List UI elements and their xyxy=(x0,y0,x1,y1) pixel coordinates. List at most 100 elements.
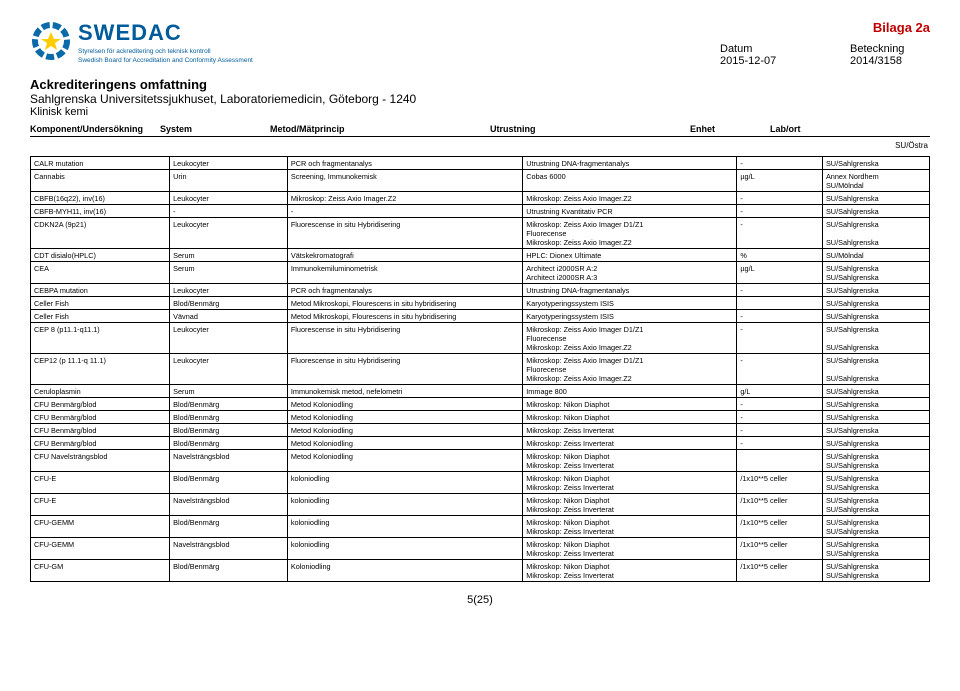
table-cell: SU/SahlgrenskaSU/Sahlgrenska xyxy=(822,560,929,582)
table-cell: Serum xyxy=(170,262,288,284)
table-cell: CEP12 (p 11.1-q 11.1) xyxy=(31,354,170,385)
table-cell: CBFB-MYH11, inv(16) xyxy=(31,205,170,218)
table-cell: Leukocyter xyxy=(170,354,288,385)
table-cell: - xyxy=(737,411,823,424)
beteckning-label: Beteckning xyxy=(850,43,930,55)
table-row: CDT disialo(HPLC)SerumVätskekromatografi… xyxy=(31,249,930,262)
table-cell: SU/SahlgrenskaSU/Sahlgrenska xyxy=(822,516,929,538)
table-cell: Leukocyter xyxy=(170,218,288,249)
table-cell: - xyxy=(737,398,823,411)
table-cell: SU/Sahlgrenska xyxy=(822,411,929,424)
table-cell: SU/Sahlgrenska xyxy=(822,424,929,437)
table-cell: CFU Navelsträngsblod xyxy=(31,450,170,472)
table-cell: - xyxy=(737,284,823,297)
table-cell: Blod/Benmärg xyxy=(170,398,288,411)
col-lab: Lab/ort xyxy=(770,124,870,134)
table-cell: HPLC: Dionex Ultimate xyxy=(523,249,737,262)
table-cell: Utrustning DNA-fragmentanalys xyxy=(523,157,737,170)
scope-title: Ackrediteringens omfattning xyxy=(30,77,930,92)
table-cell: CFU-GM xyxy=(31,560,170,582)
table-row: CFU Benmärg/blodBlod/BenmärgMetod Koloni… xyxy=(31,424,930,437)
col-sys: System xyxy=(160,124,270,134)
logo: SWEDAC Styrelsen för ackreditering och t… xyxy=(30,20,253,64)
table-cell: Cannabis xyxy=(31,170,170,192)
table-row: CEBPA mutationLeukocyterPCR och fragment… xyxy=(31,284,930,297)
table-row: CFU-GEMMBlod/BenmärgkoloniodlingMikrosko… xyxy=(31,516,930,538)
table-cell: Leukocyter xyxy=(170,284,288,297)
table-cell: CEP 8 (p11.1-q11.1) xyxy=(31,323,170,354)
table-cell: Fluorescense in situ Hybridisering xyxy=(287,323,522,354)
table-cell: Celler Fish xyxy=(31,310,170,323)
table-cell: Blod/Benmärg xyxy=(170,297,288,310)
table-cell: koloniodling xyxy=(287,472,522,494)
table-cell: Metod Koloniodling xyxy=(287,437,522,450)
table-cell: - xyxy=(737,310,823,323)
table-cell: Blod/Benmärg xyxy=(170,411,288,424)
table-row: CannabisUrinScreening, ImmunokemiskCobas… xyxy=(31,170,930,192)
table-cell: Immunokemisk metod, nefelometri xyxy=(287,385,522,398)
table-cell: Mikroskop: Zeiss Axio Imager D1/Z1Fluore… xyxy=(523,323,737,354)
table-cell: Immage 800 xyxy=(523,385,737,398)
table-cell: Metod Koloniodling xyxy=(287,411,522,424)
table-cell: - xyxy=(737,437,823,450)
table-cell: SU/Sahlgrenska xyxy=(822,310,929,323)
data-table: CALR mutationLeukocyterPCR och fragmenta… xyxy=(30,156,930,582)
table-cell: Blod/Benmärg xyxy=(170,560,288,582)
table-cell: Immunokemiluminometrisk xyxy=(287,262,522,284)
table-cell xyxy=(737,297,823,310)
table-cell: SU/SahlgrenskaSU/Sahlgrenska xyxy=(822,472,929,494)
table-cell: SU/SahlgrenskaSU/Sahlgrenska xyxy=(822,450,929,472)
table-cell: Navelsträngsblod xyxy=(170,538,288,560)
table-cell: CFU-GEMM xyxy=(31,516,170,538)
table-cell: CEA xyxy=(31,262,170,284)
table-cell: Vävnad xyxy=(170,310,288,323)
table-cell: koloniodling xyxy=(287,538,522,560)
table-cell: /1x10**5 celler xyxy=(737,560,823,582)
table-cell: CFU Benmärg/blod xyxy=(31,398,170,411)
table-cell: /1x10**5 celler xyxy=(737,516,823,538)
table-cell: Annex NordhemSU/Mölndal xyxy=(822,170,929,192)
page-number: 5(25) xyxy=(30,594,930,606)
table-cell: /1x10**5 celler xyxy=(737,472,823,494)
table-cell: SU/Sahlgrenska xyxy=(822,192,929,205)
table-cell: Blod/Benmärg xyxy=(170,516,288,538)
table-cell: CFU-E xyxy=(31,494,170,516)
table-cell: Leukocyter xyxy=(170,157,288,170)
table-cell: SU/Sahlgrenska xyxy=(822,284,929,297)
table-row: CEP12 (p 11.1-q 11.1)LeukocyterFluoresce… xyxy=(31,354,930,385)
scope-org: Sahlgrenska Universitetssjukhuset, Labor… xyxy=(30,92,930,106)
table-row: CeruloplasminSerumImmunokemisk metod, ne… xyxy=(31,385,930,398)
table-cell xyxy=(737,450,823,472)
table-row: Celler FishVävnadMetod Mikroskopi, Flour… xyxy=(31,310,930,323)
table-cell: Serum xyxy=(170,385,288,398)
table-cell: Mikroskop: Zeiss Axio Imager.Z2 xyxy=(287,192,522,205)
table-cell: Urin xyxy=(170,170,288,192)
table-row: CALR mutationLeukocyterPCR och fragmenta… xyxy=(31,157,930,170)
table-cell: Architect i2000SR A:2Architect i2000SR A… xyxy=(523,262,737,284)
table-cell: Metod Koloniodling xyxy=(287,450,522,472)
datum-value: 2015-12-07 xyxy=(720,55,800,67)
table-row: CEASerumImmunokemiluminometriskArchitect… xyxy=(31,262,930,284)
table-row: CFU-GMBlod/BenmärgKoloniodlingMikroskop:… xyxy=(31,560,930,582)
table-cell: SU/SahlgrenskaSU/Sahlgrenska xyxy=(822,494,929,516)
table-cell: SU/SahlgrenskaSU/Sahlgrenska xyxy=(822,354,929,385)
table-cell: - xyxy=(737,424,823,437)
table-cell: Mikroskop: Nikon Diaphot xyxy=(523,398,737,411)
table-cell: CDT disialo(HPLC) xyxy=(31,249,170,262)
table-cell: SU/Sahlgrenska xyxy=(822,297,929,310)
beteckning-value: 2014/3158 xyxy=(850,55,930,67)
table-cell: CALR mutation xyxy=(31,157,170,170)
table-cell: Mikroskop: Nikon Diaphot xyxy=(523,411,737,424)
table-cell: Metod Koloniodling xyxy=(287,398,522,411)
table-cell: - xyxy=(737,192,823,205)
table-cell: SU/SahlgrenskaSU/Sahlgrenska xyxy=(822,538,929,560)
table-cell: Utrustning DNA-fragmentanalys xyxy=(523,284,737,297)
table-row: Celler FishBlod/BenmärgMetod Mikroskopi,… xyxy=(31,297,930,310)
table-cell: PCR och fragmentanalys xyxy=(287,284,522,297)
table-cell: Ceruloplasmin xyxy=(31,385,170,398)
datum-label: Datum xyxy=(720,43,800,55)
table-cell: CFU Benmärg/blod xyxy=(31,437,170,450)
col-enh: Enhet xyxy=(690,124,770,134)
col-met: Metod/Mätprincip xyxy=(270,124,490,134)
table-cell: Leukocyter xyxy=(170,323,288,354)
